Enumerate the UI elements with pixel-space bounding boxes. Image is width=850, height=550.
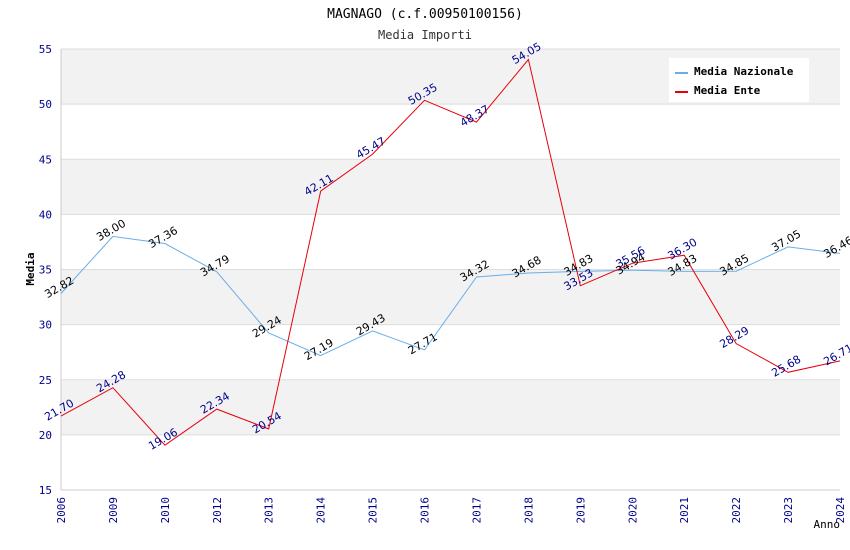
y-tick-label: 15 [39,484,52,497]
x-tick-label: 2015 [367,497,380,524]
series-line-media-nazionale [60,235,841,357]
x-tick-label: 2021 [678,497,691,524]
x-tick-labels: 2006 2009 2010 2012 2013 2014 2015 2016 2017 2018… [55,497,847,524]
x-tick-label: 2012 [211,497,224,524]
x-tick-label: 2016 [419,497,432,524]
y-tick-labels: 15 20 25 30 35 40 45 50 55 [39,43,52,497]
y-tick-label: 30 [39,319,52,332]
grid-band [61,434,840,490]
series-line-media-ente [60,58,841,446]
grid-band [61,214,840,270]
y-tick-label: 55 [39,43,52,56]
y-tick-label: 50 [39,98,52,111]
y-tick-label: 40 [39,208,52,221]
legend-label-media-nazionale: Media Nazionale [694,65,794,78]
grid-band [61,269,840,325]
legend: Media Nazionale Media Ente [669,58,809,102]
y-tick-label: 25 [39,374,52,387]
grid-band [61,104,840,160]
x-tick-label: 2017 [470,497,483,524]
y-axis-title: Media [24,252,37,285]
axes [60,49,840,491]
x-tick-label: 2006 [55,497,68,524]
grid-bands [61,49,840,490]
x-tick-label: 2009 [107,497,120,524]
x-tick-label: 2018 [522,497,535,524]
chart-title: MAGNAGO (c.f.00950100156) [327,7,523,22]
y-tick-label: 35 [39,264,52,277]
y-tick-label: 20 [39,429,52,442]
grid-band [61,379,840,435]
series-lines [60,58,841,446]
legend-box [669,58,809,102]
grid-band [61,324,840,380]
x-tick-label: 2024 [834,497,847,524]
legend-label-media-ente: Media Ente [694,84,761,97]
chart-subtitle: Media Importi [378,28,472,42]
x-tick-label: 2010 [159,497,172,524]
x-tick-label: 2019 [574,497,587,524]
x-tick-label: 2022 [730,497,743,524]
x-tick-label: 2023 [782,497,795,524]
grid-band [61,159,840,215]
x-tick-label: 2014 [315,497,328,524]
x-axis-title: Anno [814,518,841,531]
x-tick-label: 2013 [263,497,276,524]
y-tick-label: 45 [39,153,52,166]
x-tick-label: 2020 [626,497,639,524]
